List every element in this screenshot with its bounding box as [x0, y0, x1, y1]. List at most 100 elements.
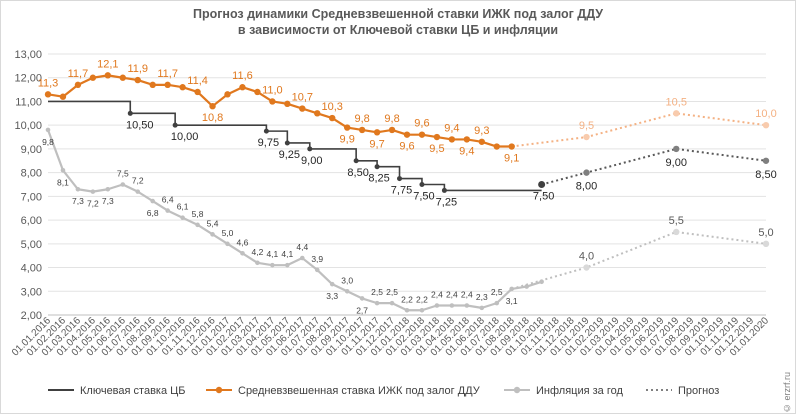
inflation-data-label: 2,5	[386, 287, 398, 297]
key-rate-line	[48, 100, 542, 192]
y-tick-label: 12,00	[14, 73, 42, 85]
mortgage-rate-point	[179, 84, 186, 91]
inflation-data-label: 2,4	[431, 290, 443, 300]
inflation-data-label: 2,5	[371, 287, 383, 297]
inflation-point	[359, 296, 365, 301]
key-rate-data-label: 9,25	[279, 149, 300, 161]
inflation-data-label: 7,5	[117, 169, 129, 179]
mortgage-rate-point	[44, 91, 52, 98]
inflation-data-label: 2,2	[401, 294, 413, 304]
mortgage-rate-point	[134, 76, 141, 84]
forecast-key-rate-point	[762, 157, 770, 164]
y-tick-label: 4,00	[21, 263, 42, 275]
mortgage-rate-data-label: 9,9	[340, 134, 355, 146]
inflation-point	[344, 288, 350, 294]
key-rate-point	[127, 110, 133, 116]
y-tick-label: 5,00	[21, 239, 42, 251]
mortgage-rate-data-label: 9,6	[399, 141, 414, 153]
key-rate-point	[441, 187, 447, 193]
mortgage-rate-point	[463, 136, 471, 143]
mortgage-rate-point	[508, 143, 515, 150]
y-tick-label: 11,00	[15, 96, 42, 108]
key-rate-point	[263, 128, 269, 134]
forecast-inflation-point	[762, 240, 770, 248]
key-rate-point	[172, 122, 178, 128]
y-tick-label: 10,00	[14, 120, 42, 132]
key-rate-point	[419, 182, 425, 187]
mortgage-rate-point	[209, 103, 216, 110]
inflation-data-label: 5,4	[207, 218, 219, 228]
mortgage-rate-data-label: 9,3	[474, 125, 489, 137]
mortgage-rate-data-label: 9,4	[444, 122, 459, 134]
inflation-point	[225, 241, 230, 247]
key-rate-data-label: 8,50	[347, 167, 368, 179]
mortgage-rate-data-label: 11,7	[157, 68, 178, 80]
key-rate-data-label: 7,75	[391, 185, 412, 197]
mortgage-rate-data-label: 9,7	[369, 138, 384, 150]
mortgage-rate-point	[284, 100, 291, 108]
inflation-point	[524, 284, 529, 289]
y-tick-label: 2,00	[21, 310, 42, 322]
mortgage-rate-data-label: 11,7	[68, 68, 89, 80]
mortgage-rate-data-label: 9,8	[354, 113, 369, 125]
inflation-point	[374, 300, 380, 306]
inflation-point	[165, 208, 170, 213]
forecast-key-rate-data-label: 9,00	[666, 157, 687, 169]
mortgage-rate-point	[74, 81, 82, 89]
mortgage-rate-point	[299, 105, 306, 112]
chart-subtitle: в зависимости от Ключевой ставки ЦБ и ин…	[237, 23, 559, 37]
mortgage-rate-point	[89, 74, 97, 81]
mortgage-rate-point	[224, 91, 231, 98]
inflation-data-label: 8,1	[57, 177, 69, 187]
mortgage-rate-point	[239, 84, 246, 91]
key-rate-data-label: 9,00	[301, 155, 322, 167]
inflation-data-label: 4,1	[266, 249, 278, 259]
legend-forecast-label: Прогноз	[678, 385, 719, 397]
mortgage-rate-data-label: 10,7	[292, 92, 313, 104]
inflation-point	[105, 186, 111, 192]
y-tick-label: 9,00	[21, 144, 42, 156]
forecast-key-rate-data-label: 8,00	[576, 181, 597, 193]
y-tick-label: 3,00	[21, 286, 42, 298]
inflation-point	[479, 305, 485, 311]
inflation-point	[180, 215, 185, 221]
inflation-data-label: 2,2	[416, 294, 428, 304]
mortgage-rate-data-label: 11,3	[38, 77, 59, 89]
key-rate-point	[374, 164, 380, 170]
inflation-data-label: 4,1	[281, 249, 293, 259]
inflation-point	[45, 127, 51, 133]
mortgage-rate-data-label: 11,4	[187, 75, 208, 87]
inflation-point	[150, 198, 156, 204]
inflation-point	[314, 267, 320, 273]
mortgage-rate-data-label: 11,9	[127, 63, 148, 75]
mortgage-rate-point	[149, 81, 156, 89]
forecast-mortgage-data-label: 9,5	[579, 120, 594, 132]
inflation-data-label: 7,2	[87, 199, 99, 209]
mortgage-rate-point	[403, 131, 411, 138]
inflation-point	[90, 189, 96, 194]
key-rate-data-label: 7,50	[533, 191, 554, 203]
mortgage-rate-point	[373, 129, 381, 136]
mortgage-rate-data-label: 9,8	[384, 113, 399, 125]
forecast-inflation-data-label: 5,0	[758, 227, 773, 239]
inflation-data-label: 9,8	[42, 137, 54, 147]
inflation-data-label: 4,6	[237, 237, 249, 247]
inflation-point	[255, 260, 260, 266]
legend-key-rate-label: Ключевая ставка ЦБ	[80, 385, 186, 397]
inflation-data-label: 2,5	[491, 287, 503, 297]
inflation-point	[419, 307, 425, 313]
chart-title-block: Прогноз динамики Средневзвешенной ставки…	[0, 6, 796, 38]
inflation-point	[449, 303, 455, 308]
key-rate-point	[353, 158, 359, 164]
legend-mortgage-rate-marker	[215, 386, 223, 394]
inflation-data-label: 3,0	[341, 275, 353, 285]
mortgage-rate-data-label: 9,5	[429, 143, 444, 155]
inflation-data-label: 3,3	[326, 291, 338, 301]
inflation-point	[60, 167, 66, 173]
mortgage-rate-point	[329, 114, 336, 122]
inflation-data-label: 3,1	[506, 296, 518, 306]
forecast-mortgage-point	[583, 133, 590, 141]
forecast-inflation-data-label: 4,0	[579, 251, 594, 263]
inflation-point	[270, 262, 275, 268]
